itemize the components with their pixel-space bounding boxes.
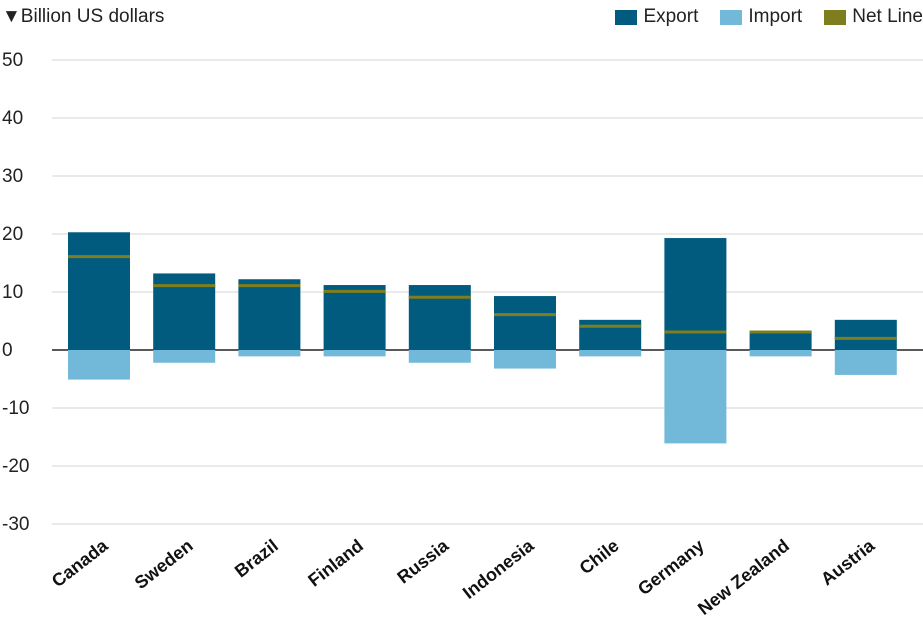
y-tick-label: 50 [2, 50, 23, 71]
import-bar [494, 350, 556, 369]
x-tick-label: Sweden [131, 535, 197, 593]
import-bar [834, 350, 897, 375]
legend-item-export: Export [615, 6, 698, 28]
export-bar [579, 319, 642, 350]
x-tick-label: Austria [817, 535, 879, 590]
legend-label-export: Export [643, 6, 699, 27]
export-bar [834, 319, 897, 350]
legend: Export Import Net Line [615, 6, 923, 28]
legend-swatch-net [824, 9, 847, 25]
legend-item-net: Net Line [824, 6, 923, 28]
y-tick-label: -20 [2, 456, 29, 477]
legend-item-import: Import [720, 6, 802, 28]
export-bar [68, 232, 130, 350]
export-bar [323, 285, 386, 350]
export-bar [238, 279, 301, 350]
import-bar [323, 350, 386, 357]
x-tick-label: Finland [304, 535, 367, 590]
y-axis-unit-label: ▼Billion US dollars [2, 6, 165, 27]
legend-label-import: Import [748, 6, 803, 27]
x-tick-label: Indonesia [459, 535, 538, 603]
import-bar [153, 350, 216, 363]
y-tick-label: 30 [2, 166, 23, 187]
x-tick-label: Russia [393, 535, 453, 588]
export-bar [749, 331, 812, 350]
x-tick-label: Germany [634, 535, 708, 599]
legend-label-net: Net Line [852, 6, 923, 27]
y-tick-label: -30 [2, 514, 29, 535]
export-bar [408, 285, 471, 350]
x-tick-label: Brazil [231, 535, 282, 581]
import-bar [664, 350, 727, 444]
x-tick-label: Chile [576, 535, 623, 578]
import-bar [238, 350, 301, 357]
legend-swatch-import [720, 9, 743, 25]
x-tick-label: New Zealand [694, 535, 793, 619]
y-tick-label: 40 [2, 108, 23, 129]
import-bar [408, 350, 471, 363]
import-bar [68, 350, 130, 380]
x-tick-label: Canada [48, 535, 112, 591]
export-bar [494, 296, 556, 350]
y-tick-label: 10 [2, 282, 23, 303]
import-bar [579, 350, 642, 357]
import-bar [749, 350, 812, 357]
y-tick-label: 20 [2, 224, 23, 245]
y-tick-label: 0 [2, 340, 13, 361]
legend-swatch-export [615, 9, 638, 25]
y-tick-label: -10 [2, 398, 29, 419]
